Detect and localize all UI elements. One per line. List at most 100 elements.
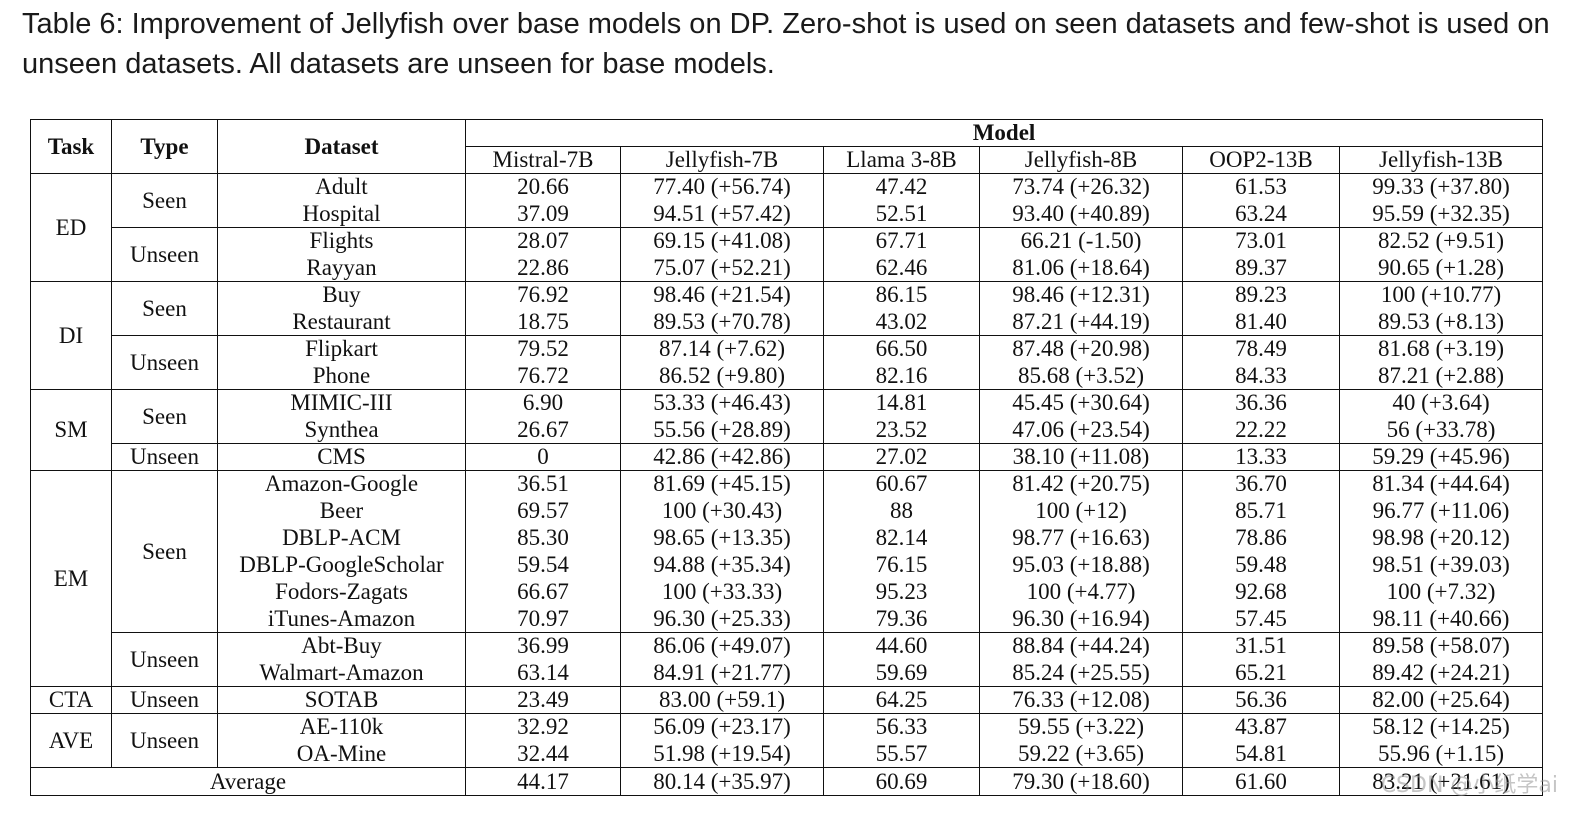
value-cell: 81.40 [1182, 308, 1340, 336]
value-cell: 63.24 [1182, 200, 1340, 228]
value-cell: 100 (+30.43) [620, 497, 824, 525]
value-cell: 20.66 [465, 173, 621, 201]
type-cell: Unseen [111, 686, 218, 714]
header-type: Type [111, 119, 218, 174]
value-cell: 66.21 (-1.50) [979, 227, 1183, 255]
value-cell: 90.65 (+1.28) [1339, 254, 1544, 282]
value-cell: 98.51 (+39.03) [1339, 551, 1544, 579]
type-cell: Unseen [111, 335, 218, 390]
average-value: 61.60 [1182, 767, 1340, 796]
value-cell: 99.33 (+37.80) [1339, 173, 1544, 201]
dataset-cell: Flights [217, 227, 466, 255]
value-cell: 85.24 (+25.55) [979, 659, 1183, 687]
table-row: Walmart-Amazon 63.14 84.91 (+21.77) 59.69 85… [31, 659, 1544, 687]
value-cell: 87.21 (+2.88) [1339, 362, 1544, 390]
value-cell: 40 (+3.64) [1339, 389, 1544, 417]
value-cell: 26.67 [465, 416, 621, 444]
table-row: Unseen CMS 0 42.86 (+42.86) 27.02 38.10 (+11.… [31, 443, 1544, 471]
value-cell: 100 (+7.32) [1339, 578, 1544, 606]
value-cell: 84.91 (+21.77) [620, 659, 824, 687]
value-cell: 89.42 (+24.21) [1339, 659, 1544, 687]
value-cell: 89.37 [1182, 254, 1340, 282]
value-cell: 53.33 (+46.43) [620, 389, 824, 417]
table-row: iTunes-Amazon 70.97 96.30 (+25.33) 79.36 96.… [31, 605, 1544, 633]
value-cell: 51.98 (+19.54) [620, 740, 824, 768]
value-cell: 76.72 [465, 362, 621, 390]
value-cell: 58.12 (+14.25) [1339, 713, 1544, 741]
watermark: CSDN @小纸学ai [1380, 773, 1558, 798]
value-cell: 81.69 (+45.15) [620, 470, 824, 498]
type-cell: Unseen [111, 632, 218, 687]
value-cell: 67.71 [823, 227, 980, 255]
value-cell: 56 (+33.78) [1339, 416, 1544, 444]
task-cell: DI [30, 281, 112, 390]
value-cell: 83.00 (+59.1) [620, 686, 824, 714]
dataset-cell: Restaurant [217, 308, 466, 336]
value-cell: 43.02 [823, 308, 980, 336]
header-model-group: Model [465, 119, 1544, 147]
value-cell: 55.57 [823, 740, 980, 768]
value-cell: 66.67 [465, 578, 621, 606]
value-cell: 36.51 [465, 470, 621, 498]
dataset-cell: Buy [217, 281, 466, 309]
value-cell: 96.77 (+11.06) [1339, 497, 1544, 525]
value-cell: 79.52 [465, 335, 621, 363]
value-cell: 77.40 (+56.74) [620, 173, 824, 201]
value-cell: 82.00 (+25.64) [1339, 686, 1544, 714]
task-cell: AVE [30, 713, 112, 768]
value-cell: 95.03 (+18.88) [979, 551, 1183, 579]
value-cell: 76.33 (+12.08) [979, 686, 1183, 714]
value-cell: 88 [823, 497, 980, 525]
type-cell: Unseen [111, 227, 218, 282]
dataset-cell: Abt-Buy [217, 632, 466, 660]
value-cell: 57.45 [1182, 605, 1340, 633]
dataset-cell: CMS [217, 443, 466, 471]
value-cell: 59.54 [465, 551, 621, 579]
table-row: ED Seen Adult 20.66 77.40 (+56.74) 47.42 73.74… [30, 173, 1544, 282]
value-cell: 81.42 (+20.75) [979, 470, 1183, 498]
value-cell: 13.33 [1182, 443, 1340, 471]
value-cell: 98.46 (+12.31) [979, 281, 1183, 309]
dataset-cell: Phone [217, 362, 466, 390]
dataset-cell: Synthea [217, 416, 466, 444]
table-body: ED Seen Adult 20.66 77.40 (+56.74) 47.42 73.74… [30, 173, 1544, 796]
value-cell: 28.07 [465, 227, 621, 255]
table-row: Rayyan 22.86 75.07 (+52.21) 62.46 81.06 (+18… [31, 254, 1544, 282]
value-cell: 82.52 (+9.51) [1339, 227, 1544, 255]
header-model: Jellyfish-8B [979, 146, 1183, 174]
value-cell: 38.10 (+11.08) [979, 443, 1183, 471]
value-cell: 52.51 [823, 200, 980, 228]
value-cell: 95.23 [823, 578, 980, 606]
value-cell: 89.58 (+58.07) [1339, 632, 1544, 660]
value-cell: 94.51 (+57.42) [620, 200, 824, 228]
header-task: Task [30, 119, 112, 174]
value-cell: 100 (+10.77) [1339, 281, 1544, 309]
value-cell: 82.14 [823, 524, 980, 552]
value-cell: 18.75 [465, 308, 621, 336]
value-cell: 85.30 [465, 524, 621, 552]
value-cell: 59.48 [1182, 551, 1340, 579]
value-cell: 6.90 [465, 389, 621, 417]
value-cell: 81.68 (+3.19) [1339, 335, 1544, 363]
value-cell: 0 [465, 443, 621, 471]
table-row: Unseen Abt-Buy 36.99 86.06 (+49.07) 44.60 88.… [31, 632, 1544, 687]
value-cell: 93.40 (+40.89) [979, 200, 1183, 228]
average-value: 83.21 (+21.61) [1339, 767, 1544, 796]
value-cell: 14.81 [823, 389, 980, 417]
table-row: CTA Unseen SOTAB 23.49 83.00 (+59.1) 64.25 76.… [30, 686, 1544, 714]
table-row: Restaurant 18.75 89.53 (+70.78) 43.02 87.21 … [31, 308, 1544, 336]
value-cell: 69.57 [465, 497, 621, 525]
value-cell: 87.14 (+7.62) [620, 335, 824, 363]
value-cell: 23.52 [823, 416, 980, 444]
task-cell: ED [30, 173, 112, 282]
dataset-cell: DBLP-GoogleScholar [217, 551, 466, 579]
value-cell: 82.16 [823, 362, 980, 390]
value-cell: 100 (+4.77) [979, 578, 1183, 606]
value-cell: 56.33 [823, 713, 980, 741]
value-cell: 63.14 [465, 659, 621, 687]
value-cell: 47.06 (+23.54) [979, 416, 1183, 444]
table-row: AVE Unseen AE-110k 32.92 56.09 (+23.17) 56.33… [30, 713, 1544, 768]
value-cell: 89.23 [1182, 281, 1340, 309]
average-value: 44.17 [465, 767, 621, 796]
table-row: Phone 76.72 86.52 (+9.80) 82.16 85.68 (+3.52… [31, 362, 1544, 390]
